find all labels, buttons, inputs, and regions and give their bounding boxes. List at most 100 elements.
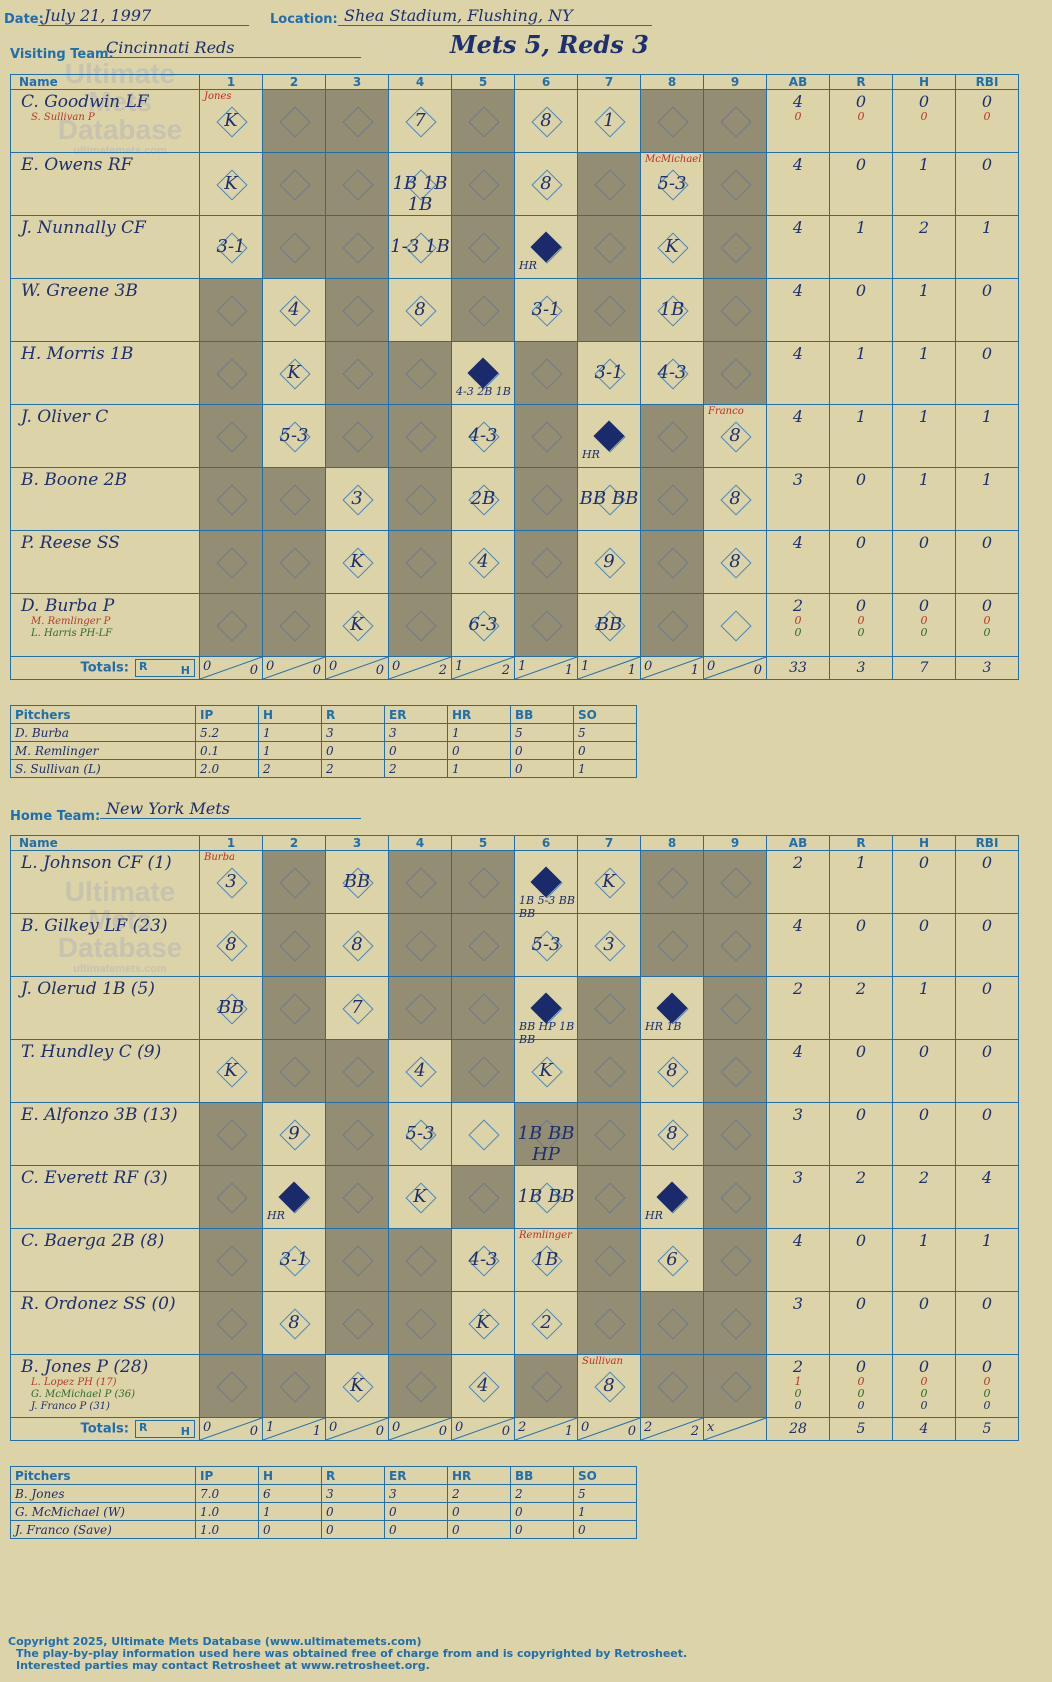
inning-cell bbox=[388, 1354, 452, 1418]
pitcher-name: G. McMichael (W) bbox=[10, 1502, 196, 1521]
pitcher-stat: 2 bbox=[510, 1484, 574, 1503]
play-result: K bbox=[224, 173, 238, 194]
pitcher-stat: 0 bbox=[573, 1520, 637, 1539]
pitcher-stat: 5 bbox=[573, 1484, 637, 1503]
basepath-diamond bbox=[216, 547, 248, 579]
basepath-diamond bbox=[468, 993, 500, 1025]
pitcher-stat: 5 bbox=[510, 723, 574, 742]
player-name-cell: T. Hundley C (9) bbox=[10, 1039, 200, 1103]
stat-ab: 4 bbox=[766, 1039, 830, 1103]
stat-rbi: 1 bbox=[955, 1228, 1019, 1292]
date-value: July 21, 1997 bbox=[38, 6, 249, 26]
stat-r: 2 bbox=[829, 1165, 893, 1229]
totals-label-cell: Totals: R H bbox=[10, 656, 200, 680]
player-row: C. Goodwin LF S. Sullivan P K Jones 7 8 1 4 0 0 0 0… bbox=[10, 89, 1019, 153]
stat-value: 0 bbox=[855, 596, 867, 615]
inning-cell bbox=[199, 404, 263, 468]
inning-cell bbox=[703, 152, 767, 216]
stat-value: 0 bbox=[855, 1042, 867, 1061]
inning-cell bbox=[388, 404, 452, 468]
sub-stat-value: 0 bbox=[857, 1375, 865, 1388]
stat-h: 0 bbox=[892, 1039, 956, 1103]
inning-cell bbox=[199, 1102, 263, 1166]
inning-header: 7 bbox=[577, 835, 641, 851]
inning-cell: 8 bbox=[703, 467, 767, 531]
inning-cell: 1B 5-3 BB BB bbox=[514, 850, 578, 920]
stat-value: 2 bbox=[918, 1168, 930, 1187]
play-result: 1B bbox=[533, 1249, 559, 1270]
inning-cell bbox=[703, 976, 767, 1040]
inning-cell bbox=[325, 215, 389, 279]
pitcher-row: J. Franco (Save) 1.0 0 0 0 0 0 0 bbox=[10, 1520, 637, 1539]
run-scored-diamond bbox=[530, 992, 562, 1024]
player-row: H. Morris 1B K 4-3 2B 1B 3-1 4-3 4 1 1 0 bbox=[10, 341, 1019, 405]
pitcher-stat: 0 bbox=[384, 1520, 448, 1539]
pitcher-stat: 0 bbox=[258, 1520, 322, 1539]
player-name-cell: C. Goodwin LF S. Sullivan P bbox=[10, 89, 200, 153]
inning-cell bbox=[451, 278, 515, 342]
inning-cell: 4-3 bbox=[451, 404, 515, 468]
pitcher-stat: 0 bbox=[384, 1502, 448, 1521]
pitcher-stat: 1 bbox=[258, 741, 322, 760]
home-pitchers-table: Pitchers IP H R ER HR BB SO B. Jones 7.0 6 3 3 2 2 5 G. … bbox=[10, 1466, 637, 1539]
inning-cell bbox=[703, 1354, 767, 1418]
basepath-diamond bbox=[531, 547, 563, 579]
basepath-diamond bbox=[594, 169, 626, 201]
inning-cell bbox=[199, 530, 263, 594]
sub-stat-value: 0 bbox=[920, 110, 928, 123]
inning-total-cell: x bbox=[703, 1417, 767, 1441]
inning-cell: 4-3 bbox=[640, 341, 704, 405]
pitcher-stat: 6 bbox=[258, 1484, 322, 1503]
stat-ab: 4 bbox=[766, 152, 830, 216]
pitcher-row: B. Jones 7.0 6 3 3 2 2 5 bbox=[10, 1484, 637, 1503]
inning-cell bbox=[640, 913, 704, 977]
inning-cell bbox=[703, 1291, 767, 1355]
basepath-diamond bbox=[720, 232, 752, 264]
player-row: E. Alfonzo 3B (13) 9 5-3 1B BB HP 8 3 0 0 0 bbox=[10, 1102, 1019, 1166]
inning-header: 4 bbox=[388, 835, 452, 851]
stat-value: 0 bbox=[918, 1042, 930, 1061]
pitchers-header-row: Pitchers IP H R ER HR BB SO bbox=[10, 1466, 637, 1485]
basepath-diamond bbox=[216, 1119, 248, 1151]
player-row: C. Baerga 2B (8) 3-1 4-3 1B Remlinger 6 4 0 1 1 bbox=[10, 1228, 1019, 1292]
inning-cell: 1B Remlinger bbox=[514, 1228, 578, 1292]
inning-cell: 8 bbox=[325, 913, 389, 977]
card-header-row: Name 1 2 3 4 5 6 7 8 9 AB R H RBI bbox=[10, 835, 1019, 851]
inning-cell: K bbox=[199, 152, 263, 216]
inning-cell bbox=[703, 278, 767, 342]
stat-value: 1 bbox=[981, 470, 993, 489]
total-divider bbox=[515, 1418, 577, 1440]
play-result: HR bbox=[645, 1209, 663, 1222]
inning-cell: 4-3 2B 1B bbox=[451, 341, 515, 405]
basepath-diamond bbox=[342, 1119, 374, 1151]
inning-cell: BB bbox=[199, 976, 263, 1040]
pitcher-change-note: Jones bbox=[204, 91, 232, 102]
basepath-diamond bbox=[720, 1371, 752, 1403]
inning-cell: 3 bbox=[325, 467, 389, 531]
stat-value: 4 bbox=[792, 533, 804, 552]
stat-ab: 4 bbox=[766, 341, 830, 405]
pitcher-stat: 0 bbox=[510, 1502, 574, 1521]
total-divider bbox=[263, 657, 325, 679]
player-row: E. Owens RF K 1B 1B 1B 8 5-3 McMichael 4 0 1 0 bbox=[10, 152, 1019, 216]
pitcher-stat: 1 bbox=[573, 1502, 637, 1521]
play-result: 3 bbox=[225, 871, 237, 892]
inning-cell: 8 bbox=[703, 530, 767, 594]
basepath-diamond bbox=[720, 610, 752, 642]
inning-cell bbox=[388, 976, 452, 1040]
play-result: 4-3 bbox=[468, 1249, 498, 1270]
play-result: K bbox=[350, 614, 364, 635]
inning-cell bbox=[577, 1228, 641, 1292]
inning-header: 6 bbox=[514, 74, 578, 90]
inning-cell bbox=[199, 467, 263, 531]
sub-stat-value: 0 bbox=[794, 1399, 802, 1412]
pitchers-header: BB bbox=[510, 1466, 574, 1485]
pitcher-name: D. Burba bbox=[10, 723, 196, 742]
basepath-diamond bbox=[405, 358, 437, 390]
inning-cell: 4 bbox=[451, 530, 515, 594]
